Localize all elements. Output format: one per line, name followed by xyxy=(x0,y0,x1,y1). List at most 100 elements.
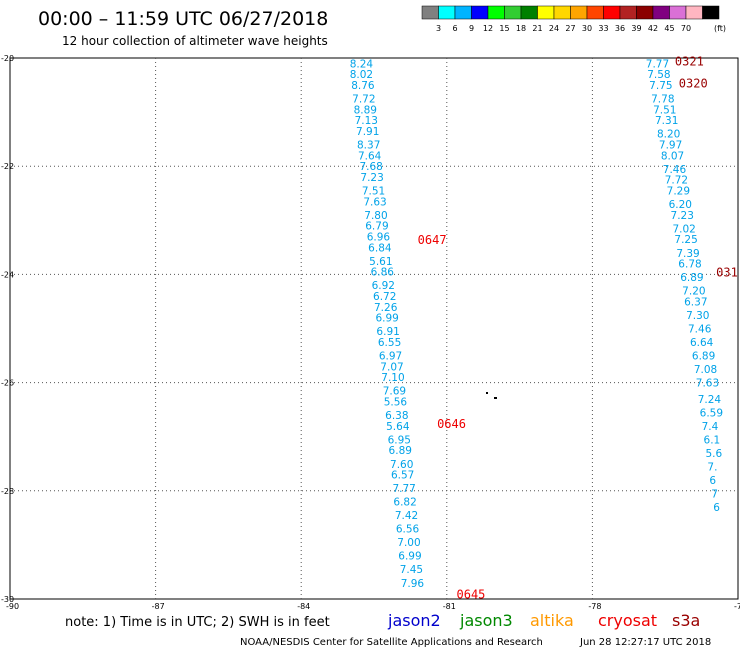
legend-cryosat: cryosat xyxy=(598,611,657,630)
x-tick-label: -75 xyxy=(734,602,740,611)
wave-height-value: 5.64 xyxy=(386,421,410,433)
chart-title: 00:00 – 11:59 UTC 06/27/2018 xyxy=(38,8,328,30)
colorbar-label: 3 xyxy=(436,24,441,33)
grid-lines xyxy=(10,58,738,599)
colorbar-swatch xyxy=(619,5,637,20)
colorbar-label: 12 xyxy=(483,24,493,33)
y-tick-label: -22 xyxy=(1,162,14,171)
pass-time-labels: 0647 0646 0645 0321 0320 031 xyxy=(418,55,738,602)
chart-subtitle: 12 hour collection of altimeter wave hei… xyxy=(62,34,328,48)
wave-height-value: 7. xyxy=(707,461,717,473)
wave-height-value: 7.51 xyxy=(653,104,676,116)
wave-height-value: 6.57 xyxy=(391,470,414,482)
wave-height-value: 6.38 xyxy=(385,410,408,422)
x-tick-label: -81 xyxy=(443,602,456,611)
wave-height-value: 6.55 xyxy=(378,337,401,349)
wave-height-value: 7.02 xyxy=(672,223,695,235)
wave-height-value: 8.76 xyxy=(351,80,375,92)
colorbar-swatch xyxy=(702,5,720,20)
wave-height-value: 6.95 xyxy=(388,434,411,446)
legend-jason2: jason2 xyxy=(387,611,441,630)
wave-height-value: 7.46 xyxy=(663,164,687,176)
colorbar-label: 45 xyxy=(664,24,674,33)
wave-height-value: 6.20 xyxy=(669,199,692,211)
wave-height-value: 7 xyxy=(711,489,718,501)
legend-altika: altika xyxy=(530,611,574,630)
wave-height-value: 6.79 xyxy=(365,221,388,233)
y-tick-label: -20 xyxy=(1,54,14,63)
wave-height-value: 6.64 xyxy=(690,337,714,349)
wave-height-value: 7.29 xyxy=(667,186,690,198)
colorbar-swatch xyxy=(487,5,505,20)
wave-height-value: 7.80 xyxy=(364,210,387,222)
wave-height-value: 7.00 xyxy=(397,537,420,549)
colorbar-swatch xyxy=(553,5,571,20)
pass-time-label: 0320 xyxy=(679,76,708,90)
y-tick-label: -26 xyxy=(1,379,14,388)
colorbar-swatch xyxy=(504,5,522,20)
wave-height-value: 7.78 xyxy=(651,94,674,106)
legend-jason3: jason3 xyxy=(459,611,513,630)
wave-height-value: 7.77 xyxy=(392,483,415,495)
wave-height-value: 6.99 xyxy=(375,313,398,325)
wave-height-value: 6.72 xyxy=(373,291,396,303)
wave-height-value: 6.96 xyxy=(367,232,391,244)
wave-height-value: 7.51 xyxy=(362,186,385,198)
wave-height-value: 8.37 xyxy=(357,140,380,152)
wave-height-value: 6.97 xyxy=(379,351,402,363)
footer-credit: NOAA/NESDIS Center for Satellite Applica… xyxy=(240,637,543,648)
colorbar-unit: (ft) xyxy=(714,24,726,33)
marker-dot xyxy=(494,397,497,399)
wave-height-value: 6 xyxy=(713,502,720,514)
footer-note: note: 1) Time is in UTC; 2) SWH is in fe… xyxy=(65,615,330,630)
wave-height-value: 7.91 xyxy=(356,126,379,138)
wave-height-value: 6.92 xyxy=(372,280,395,292)
colorbar-swatch xyxy=(603,5,621,20)
wave-height-value: 6.84 xyxy=(368,242,392,254)
wave-height-value: 7.08 xyxy=(694,364,717,376)
wave-height-value: 7.23 xyxy=(360,172,383,184)
pass-time-label: 0647 xyxy=(418,233,447,247)
x-tick-label: -87 xyxy=(152,602,165,611)
colorbar-swatch xyxy=(636,5,654,20)
wave-height-value: 5.61 xyxy=(369,256,392,268)
wave-height-value: 8.07 xyxy=(661,150,684,162)
colorbar-swatch xyxy=(471,5,489,20)
wave-height-value: 7.96 xyxy=(401,578,425,590)
plot-area: -90 -87 -84 -81 -78 -75 -20 -22 -24 -26 -28 -30 8.2… xyxy=(1,54,740,611)
marker-dot xyxy=(486,392,488,394)
wave-height-value: 8.89 xyxy=(354,104,377,116)
wave-height-value: 7.24 xyxy=(698,394,722,406)
x-tick-label: -78 xyxy=(588,602,601,611)
wave-height-value: 7.26 xyxy=(374,302,398,314)
wave-height-value: 6 xyxy=(709,475,716,487)
wave-height-value: 6.86 xyxy=(371,267,395,279)
colorbar-label: 15 xyxy=(499,24,509,33)
wave-height-value: 8.24 xyxy=(350,58,374,70)
colorbar-swatch xyxy=(586,5,604,20)
wave-height-value: 7.13 xyxy=(355,115,378,127)
wave-height-value: 5.6 xyxy=(705,448,722,460)
wave-height-value: 7.30 xyxy=(686,310,709,322)
colorbar-swatch xyxy=(438,5,456,20)
wave-height-value: 7.31 xyxy=(655,115,678,127)
wave-height-value: 6.37 xyxy=(684,296,707,308)
wave-height-value: 7.97 xyxy=(659,140,682,152)
wave-height-value: 7.20 xyxy=(682,286,705,298)
wave-height-value: 6.78 xyxy=(678,259,701,271)
wave-height-value: 7.63 xyxy=(696,378,719,390)
wave-height-value: 7.25 xyxy=(674,234,697,246)
wave-height-value: 6.91 xyxy=(376,326,399,338)
y-tick-label: -24 xyxy=(1,270,14,279)
wave-height-value: 6.99 xyxy=(398,551,421,563)
satellite-legend: jason2 jason3 altika cryosat s3a xyxy=(387,611,700,630)
wave-height-value: 7.10 xyxy=(381,372,404,384)
wave-height-value: 7.68 xyxy=(359,161,382,173)
colorbar-swatch xyxy=(669,5,687,20)
wave-height-value: 6.82 xyxy=(393,497,416,509)
wave-height-value: 7.64 xyxy=(358,150,382,162)
colorbar-label: 18 xyxy=(516,24,526,33)
wave-height-value: 6.89 xyxy=(389,445,412,457)
colorbar-swatch xyxy=(652,5,670,20)
